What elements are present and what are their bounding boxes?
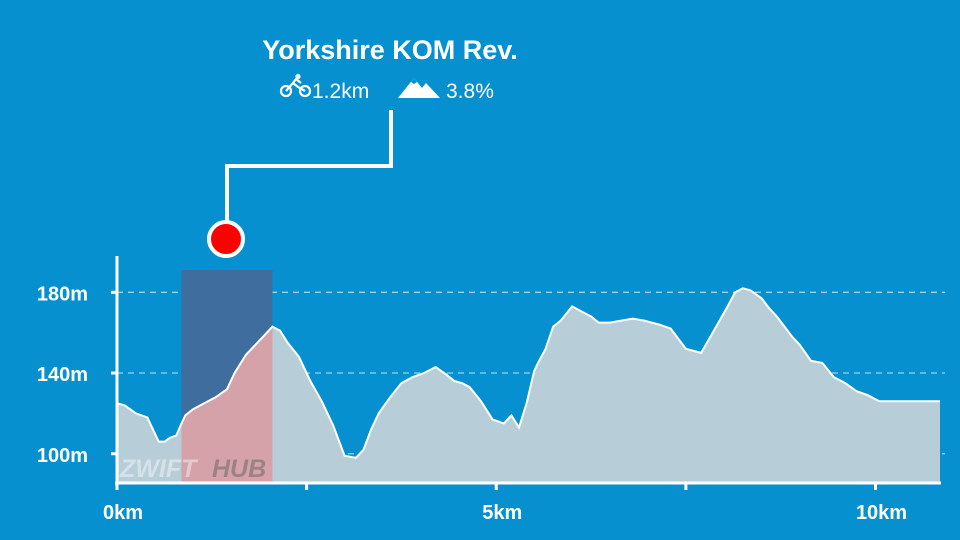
- x-tick-label: 0km: [103, 502, 143, 524]
- segment-distance: 1.2km: [312, 80, 369, 103]
- cyclist-icon: [279, 73, 312, 98]
- watermark-zwift: ZWIFT: [119, 455, 199, 483]
- mountain-icon: [398, 78, 440, 98]
- elevation-profile-area: [117, 288, 940, 482]
- y-axis-ticks: 100m 140m 180m: [37, 283, 117, 467]
- y-tick-label: 140m: [37, 364, 88, 386]
- segment-title: Yorkshire KOM Rev.: [262, 35, 518, 65]
- x-tick-label: 10km: [856, 502, 907, 524]
- y-tick-label: 180m: [37, 283, 88, 305]
- elevation-profile-line: [116, 287, 940, 459]
- x-tick-label: 5km: [482, 502, 522, 524]
- watermark-hub: HUB: [212, 455, 266, 483]
- callout-connector: [225, 110, 393, 222]
- y-tick-label: 100m: [37, 445, 88, 467]
- x-axis-ticks: 0km 5km 10km: [103, 483, 907, 524]
- segment-marker-dot: [207, 220, 245, 258]
- segment-gradient: 3.8%: [446, 80, 494, 103]
- zwifthub-watermark: ZWIFT HUB: [119, 455, 266, 483]
- segment-profile-area: [181, 326, 273, 482]
